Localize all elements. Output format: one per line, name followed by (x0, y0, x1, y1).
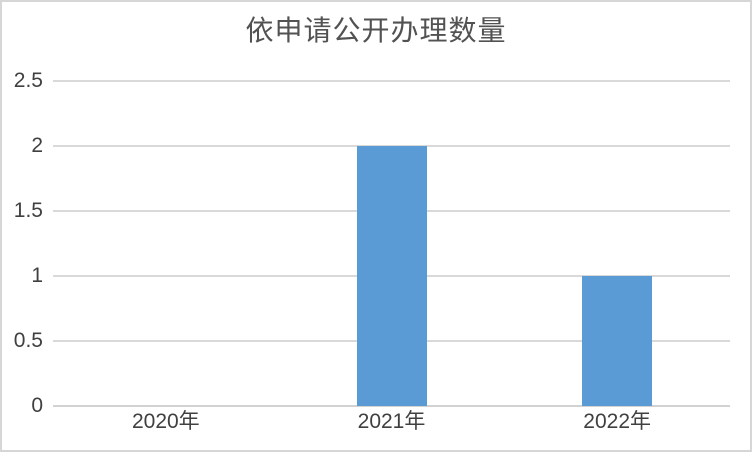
x-axis-tick-label: 2022年 (583, 410, 652, 433)
y-axis-tick-label: 1.5 (13, 199, 43, 222)
x-axis-line (53, 405, 730, 407)
y-axis-tick-label: 0.5 (13, 329, 43, 352)
y-axis-tick-label: 0 (31, 394, 43, 417)
bar-2021年 (356, 146, 427, 406)
y-axis-tick-label: 2 (31, 134, 43, 157)
y-axis-tick-label: 2.5 (13, 69, 43, 92)
x-axis-tick-label: 2020年 (131, 410, 200, 433)
bar-2022年 (582, 276, 653, 406)
x-axis-tick-label: 2021年 (357, 410, 426, 433)
chart-title: 依申请公开办理数量 (245, 14, 507, 47)
gridline (53, 80, 730, 82)
y-axis-tick-label: 1 (31, 264, 43, 287)
